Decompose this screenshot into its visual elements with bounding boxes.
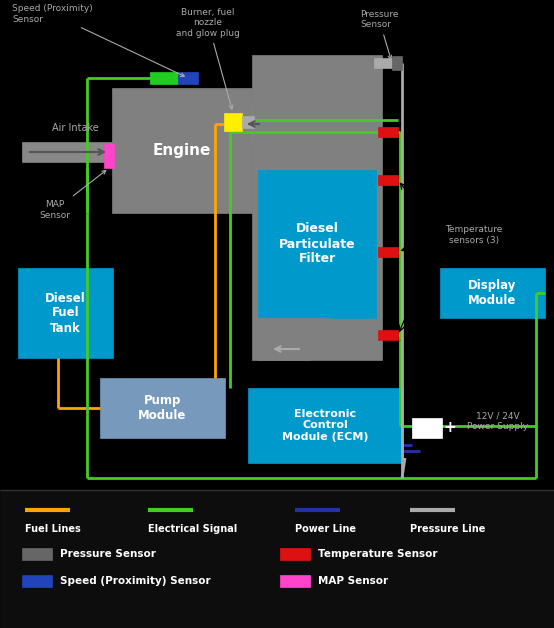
Text: Engine: Engine	[153, 143, 211, 158]
Text: Speed (Proximity) Sensor: Speed (Proximity) Sensor	[60, 576, 211, 586]
Bar	[248, 388, 403, 463]
Bar	[392, 56, 402, 70]
Text: Pressure Sensor: Pressure Sensor	[60, 549, 156, 559]
Text: Pump
Module: Pump Module	[138, 394, 187, 422]
Text: MAP
Sensor: MAP Sensor	[39, 170, 106, 220]
Text: Electrical Signal: Electrical Signal	[148, 524, 237, 534]
Bar	[22, 142, 112, 162]
Bar	[280, 575, 310, 587]
Bar	[378, 330, 398, 340]
Bar	[280, 548, 310, 560]
Text: Speed (Proximity)
Sensor: Speed (Proximity) Sensor	[12, 4, 184, 77]
Text: Pressure
Sensor: Pressure Sensor	[360, 10, 398, 59]
Bar	[374, 58, 392, 68]
Text: Temperature Sensor: Temperature Sensor	[318, 549, 438, 559]
Bar	[100, 378, 225, 438]
Text: 12V / 24V
Power Supply: 12V / 24V Power Supply	[467, 411, 528, 431]
Bar	[440, 268, 545, 318]
Bar	[378, 175, 398, 185]
Bar	[22, 548, 52, 560]
Bar	[412, 418, 442, 438]
Bar	[0, 490, 554, 628]
Text: +: +	[444, 421, 456, 435]
Text: Temperature
sensors (3): Temperature sensors (3)	[445, 225, 502, 245]
Text: Fuel Lines: Fuel Lines	[25, 524, 81, 534]
Text: Power Line: Power Line	[295, 524, 356, 534]
Text: Display
Module: Display Module	[468, 279, 517, 307]
Bar	[150, 72, 178, 84]
Bar	[378, 247, 398, 257]
Bar	[178, 72, 198, 84]
Bar	[104, 144, 114, 168]
Bar	[22, 575, 52, 587]
Text: MAP Sensor: MAP Sensor	[318, 576, 388, 586]
Bar	[258, 170, 376, 318]
Bar	[242, 116, 254, 128]
Bar	[224, 113, 242, 131]
Bar	[112, 88, 252, 213]
Text: Electronic
Control
Module (ECM): Electronic Control Module (ECM)	[282, 409, 369, 442]
Bar	[18, 268, 113, 358]
Bar	[258, 318, 330, 340]
Bar	[378, 127, 398, 137]
Bar	[258, 338, 310, 360]
Text: Burner, fuel
nozzle
and glow plug: Burner, fuel nozzle and glow plug	[176, 8, 240, 109]
Text: Diesel
Particulate
Filter: Diesel Particulate Filter	[279, 222, 355, 266]
Bar	[252, 55, 382, 360]
Text: Pressure Line: Pressure Line	[410, 524, 485, 534]
Text: Diesel
Fuel
Tank: Diesel Fuel Tank	[45, 291, 86, 335]
Text: Air Intake: Air Intake	[52, 123, 99, 133]
